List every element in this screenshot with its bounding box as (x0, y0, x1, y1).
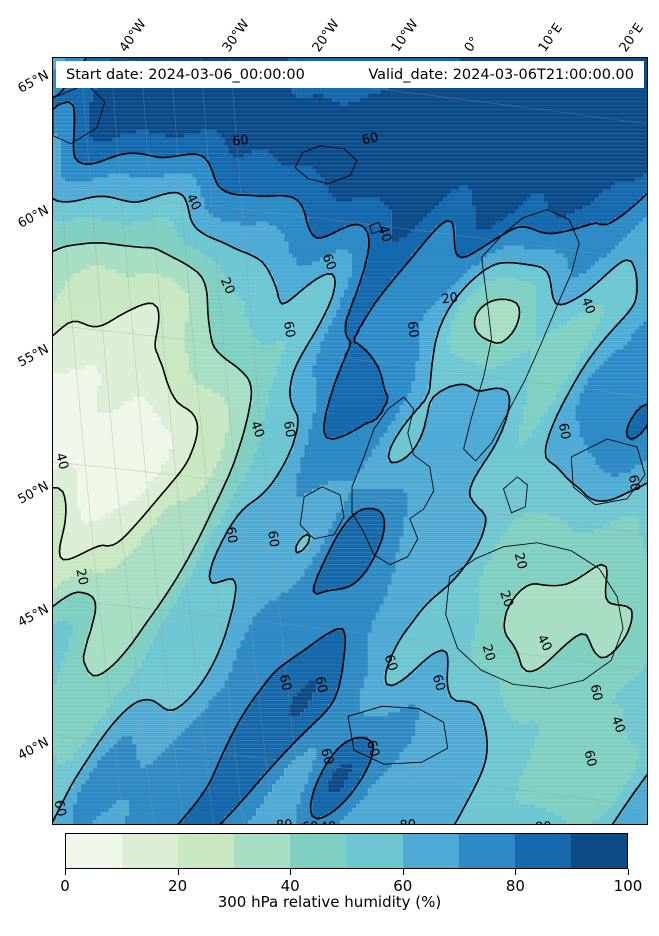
svg-text:60: 60 (280, 420, 298, 439)
lon-tick-10W: 10°W (388, 16, 422, 56)
lat-tick-50N: 50°N (15, 478, 52, 508)
svg-text:60: 60 (301, 819, 318, 824)
colorbar-ticklabel-80: 80 (505, 877, 525, 895)
lat-tick-45N: 45°N (15, 601, 52, 631)
colorbar-band-3 (234, 834, 291, 868)
colorbar-band-7 (458, 834, 515, 868)
svg-text:60: 60 (232, 133, 250, 150)
svg-text:20: 20 (511, 551, 530, 571)
svg-text:60: 60 (625, 474, 642, 492)
svg-text:40: 40 (534, 632, 555, 654)
svg-text:40: 40 (578, 296, 598, 317)
svg-text:20: 20 (496, 589, 516, 610)
colorbar-tick-100 (628, 869, 629, 875)
colorbar-tick-40 (290, 869, 292, 875)
svg-text:60: 60 (555, 422, 573, 441)
svg-text:60: 60 (381, 653, 400, 673)
colorbar-band-8 (514, 834, 571, 868)
svg-text:60: 60 (363, 739, 382, 759)
colorbar-tick-20 (177, 869, 179, 875)
lat-tick-55N: 55°N (15, 341, 52, 371)
svg-text:60: 60 (404, 320, 421, 338)
valid-date-text: Valid_date: 2024-03-06T21:00:00.00 (368, 66, 634, 83)
lon-tick-40W: 40°W (116, 16, 150, 56)
colorbar-band-0 (66, 834, 123, 868)
colorbar-band-5 (346, 834, 403, 868)
svg-text:40: 40 (608, 714, 628, 735)
svg-text:40: 40 (247, 419, 267, 440)
svg-text:80: 80 (276, 817, 293, 824)
colorbar-tick-60 (402, 869, 404, 875)
colorbar-label: 300 hPa relative humidity (%) (217, 893, 442, 911)
svg-text:20: 20 (72, 567, 90, 586)
svg-text:60: 60 (429, 673, 448, 693)
svg-text:40: 40 (375, 224, 394, 244)
map-plot-area[interactable]: 60 60 40 60 60 20 40 60 20 40 40 20 40 60 60 60 60 60 20 20… (52, 57, 648, 825)
svg-text:20: 20 (441, 290, 459, 307)
lon-tick-20W: 20°W (309, 16, 343, 56)
svg-text:60: 60 (319, 252, 339, 273)
date-info-bar: Start date: 2024-03-06_00:00:00 Valid_da… (56, 61, 644, 88)
colorbar-ticklabel-60: 60 (393, 877, 413, 895)
colorbar-ticklabel-20: 20 (168, 877, 188, 895)
lon-tick-0: 0° (461, 34, 483, 55)
colorbar-band-1 (122, 834, 179, 868)
svg-text:20: 20 (479, 643, 498, 663)
svg-text:60: 60 (264, 530, 281, 548)
svg-text:20: 20 (217, 275, 237, 296)
colorbar-ticklabel-40: 40 (280, 877, 300, 895)
colorbar[interactable] (65, 833, 628, 869)
lat-tick-60N: 60°N (15, 202, 52, 232)
colorbar-tick-0 (65, 869, 66, 875)
lat-tick-40N: 40°N (15, 734, 52, 764)
svg-text:60: 60 (53, 799, 69, 818)
svg-text:60: 60 (312, 675, 330, 694)
colorbar-ticklabel-100: 100 (613, 877, 643, 895)
svg-text:60: 60 (361, 130, 380, 148)
colorbar-band-9 (570, 834, 627, 868)
colorbar-band-6 (402, 834, 459, 868)
colorbar-band-2 (178, 834, 235, 868)
svg-text:60: 60 (276, 673, 294, 692)
svg-text:40: 40 (183, 192, 204, 214)
colorbar-container[interactable]: 0 20 40 60 80 100 (60, 833, 642, 895)
colorbar-band-4 (290, 834, 347, 868)
lon-tick-30W: 30°W (219, 16, 253, 56)
svg-text:60: 60 (587, 683, 605, 702)
lon-tick-10E: 10°E (535, 20, 566, 55)
svg-text:40: 40 (319, 819, 336, 824)
lon-tick-20E: 20°E (616, 20, 647, 55)
svg-text:80: 80 (399, 817, 416, 824)
svg-text:60: 60 (280, 320, 298, 339)
svg-text:60: 60 (222, 526, 239, 544)
svg-text:60: 60 (580, 749, 599, 769)
lat-tick-65N: 65°N (15, 67, 52, 97)
start-date-text: Start date: 2024-03-06_00:00:00 (66, 66, 305, 83)
svg-text:60: 60 (317, 747, 336, 767)
colorbar-tick-80 (515, 869, 517, 875)
svg-text:40: 40 (53, 451, 71, 471)
colorbar-ticklabel-0: 0 (60, 877, 70, 895)
svg-text:80: 80 (535, 819, 552, 824)
